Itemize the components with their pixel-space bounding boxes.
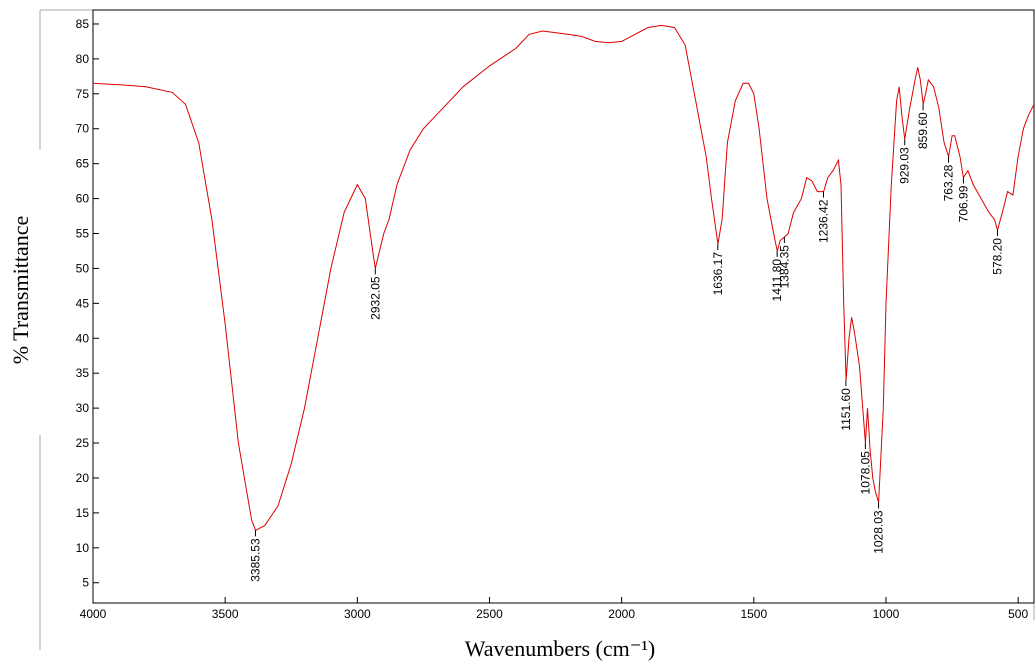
peak-label: 929.03: [898, 147, 912, 184]
peak-label: 1236.42: [816, 199, 830, 243]
y-tick-label: 75: [76, 87, 90, 101]
peak-label: 1028.03: [872, 510, 886, 554]
peak-label: 1151.60: [839, 388, 853, 431]
y-tick-label: 50: [76, 261, 90, 275]
peak-label: 3385.53: [248, 538, 262, 582]
y-tick-label: 10: [76, 541, 90, 555]
y-tick-label: 30: [76, 401, 90, 415]
peak-label: 1384.35: [777, 245, 791, 289]
y-tick-label: 65: [76, 157, 90, 171]
peak-label: 1078.05: [858, 451, 872, 495]
x-tick-label: 500: [1008, 607, 1028, 621]
y-tick-label: 70: [76, 122, 90, 136]
x-tick-label: 4000: [80, 607, 107, 621]
x-tick-label: 1500: [740, 607, 767, 621]
spectrum-line: [92, 24, 1035, 532]
x-axis-label: Wavenumbers (cm⁻¹): [465, 636, 656, 661]
y-tick-label: 85: [76, 17, 90, 31]
y-tick-label: 45: [76, 296, 90, 310]
y-tick-label: 25: [76, 436, 90, 450]
peak-label: 1636.17: [711, 252, 725, 296]
peak-label: 578.20: [990, 238, 1004, 275]
x-tick-label: 3000: [344, 607, 371, 621]
x-tick-label: 2000: [608, 607, 635, 621]
y-tick-label: 80: [76, 52, 90, 66]
x-tick-label: 1000: [873, 607, 900, 621]
peak-label: 706.99: [956, 185, 970, 222]
plot-frame: [92, 9, 1035, 604]
peak-label: 859.60: [916, 112, 930, 149]
y-tick-label: 60: [76, 192, 90, 206]
y-tick-label: 55: [76, 227, 90, 241]
peak-label: 1411.80: [770, 259, 784, 302]
y-axis-label: % Transmittance: [8, 216, 33, 365]
y-tick-label: 20: [76, 471, 90, 485]
x-tick-label: 2500: [476, 607, 503, 621]
y-tick-label: 35: [76, 366, 90, 380]
y-tick-label: 40: [76, 331, 90, 345]
x-tick-label: 3500: [212, 607, 239, 621]
y-tick-label: 15: [76, 506, 90, 520]
peak-label: 2932.05: [368, 276, 382, 320]
y-tick-label: 5: [82, 576, 89, 590]
peak-label: 763.28: [942, 164, 956, 201]
